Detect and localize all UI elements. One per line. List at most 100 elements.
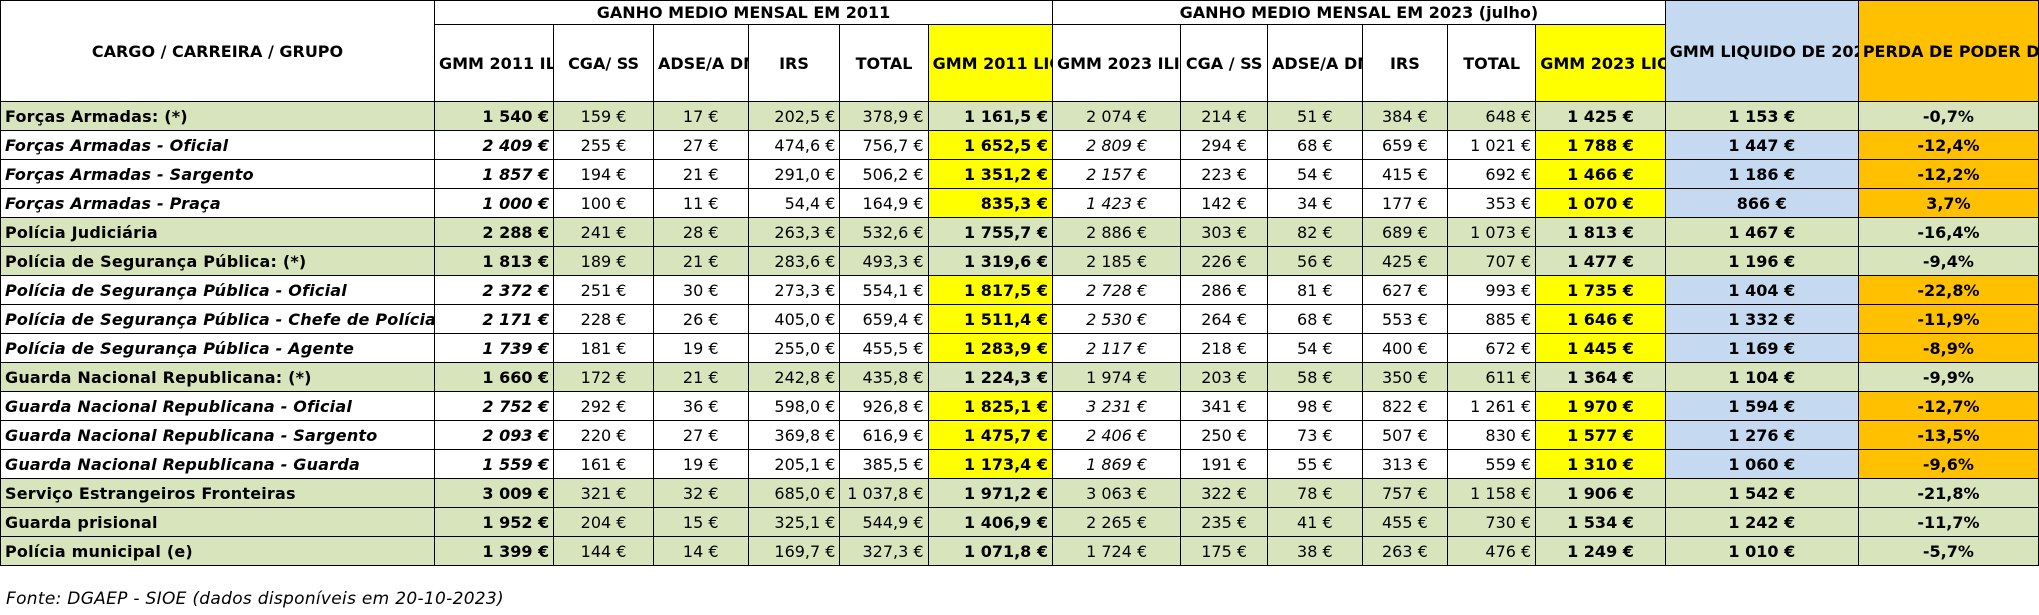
table-cell: 26 €: [652, 304, 749, 334]
table-cell: 255,0 €: [747, 333, 841, 363]
table-cell: 1 173,4 €: [927, 449, 1054, 479]
table-cell: 1 000 €: [433, 188, 555, 218]
table-cell: 1 153 €: [1664, 101, 1859, 131]
table-cell: 144 €: [553, 536, 654, 566]
row-label: Polícia de Segurança Pública - Agente: [0, 333, 435, 363]
table-row: Forças Armadas - Praça 1 000 €100 €11 €54…: [0, 188, 2039, 218]
table-cell: 313 €: [1361, 449, 1449, 479]
table-cell: 172 €: [553, 362, 654, 392]
table-cell: 242,8 €: [747, 362, 841, 392]
table-cell: 294 €: [1180, 130, 1269, 160]
table-cell: -12,2%: [1857, 159, 2039, 189]
table-cell: 455 €: [1361, 507, 1449, 537]
table-cell: 885 €: [1447, 304, 1537, 334]
table-row: Forças Armadas - Sargento 1 857 €194 €21 …: [0, 159, 2039, 189]
table-cell: 692 €: [1447, 159, 1537, 189]
table-row: Guarda Nacional Republicana - Sargento 2 …: [0, 420, 2039, 450]
table-cell: 30 €: [652, 275, 749, 305]
table-cell: -21,8%: [1857, 478, 2039, 508]
table-cell: 648 €: [1447, 101, 1537, 131]
table-cell: 263,3 €: [747, 217, 841, 247]
table-cell: 68 €: [1267, 130, 1363, 160]
table-cell: 1 283,9 €: [927, 333, 1054, 363]
table-cell: 2 093 €: [433, 420, 555, 450]
table-cell: 3 063 €: [1051, 478, 1182, 508]
table-row: Guarda Nacional Republicana: (*) 1 660 €1…: [0, 362, 2039, 392]
table-cell: 220 €: [553, 420, 654, 450]
table-cell: 1 071,8 €: [927, 536, 1054, 566]
table-row: Polícia de Segurança Pública - Agente 1 7…: [0, 333, 2039, 363]
table-cell: 1 817,5 €: [927, 275, 1054, 305]
table-cell: 19 €: [652, 449, 749, 479]
table-cell: 685,0 €: [747, 478, 841, 508]
table-cell: 659 €: [1361, 130, 1449, 160]
table-cell: 283,6 €: [747, 246, 841, 276]
header-col-2023: ADSE/A DM/SAD: [1267, 24, 1363, 102]
table-cell: 78 €: [1267, 478, 1363, 508]
table-cell: 1 825,1 €: [927, 391, 1054, 421]
table-cell: 58 €: [1267, 362, 1363, 392]
table-cell: 218 €: [1180, 333, 1269, 363]
table-cell: 54 €: [1267, 159, 1363, 189]
table-cell: 11 €: [652, 188, 749, 218]
table-cell: 27 €: [652, 130, 749, 160]
table-cell: 1 813 €: [433, 246, 555, 276]
table-cell: 1 224,3 €: [927, 362, 1054, 392]
table-cell: 38 €: [1267, 536, 1363, 566]
table-cell: 1 477 €: [1535, 246, 1666, 276]
header-col-2011: GMM 2011 ILIQUIDO: [433, 24, 555, 102]
table-cell: 1 060 €: [1664, 449, 1859, 479]
table-cell: 385,5 €: [839, 449, 929, 479]
table-cell: 435,8 €: [839, 362, 929, 392]
salary-table: CARGO / CARREIRA / GRUPO GANHO MEDIO MEN…: [0, 0, 2039, 566]
row-label: Polícia municipal (e): [0, 536, 435, 566]
table-cell: 204 €: [553, 507, 654, 537]
table-cell: 56 €: [1267, 246, 1363, 276]
table-cell: 405,0 €: [747, 304, 841, 334]
header-col-2023: IRS: [1361, 24, 1449, 102]
table-cell: -11,9%: [1857, 304, 2039, 334]
table-cell: 1 646 €: [1535, 304, 1666, 334]
table-cell: 286 €: [1180, 275, 1269, 305]
table-cell: 1 534 €: [1535, 507, 1666, 537]
table-row: Guarda Nacional Republicana - Oficial 2 7…: [0, 391, 2039, 421]
table-cell: 993 €: [1447, 275, 1537, 305]
table-cell: 2 288 €: [433, 217, 555, 247]
table-cell: 707 €: [1447, 246, 1537, 276]
table-cell: 611 €: [1447, 362, 1537, 392]
table-cell: 1 010 €: [1664, 536, 1859, 566]
row-label: Guarda Nacional Republicana - Guarda: [0, 449, 435, 479]
table-cell: 1 423 €: [1051, 188, 1182, 218]
table-cell: 1 724 €: [1051, 536, 1182, 566]
table-cell: 1 577 €: [1535, 420, 1666, 450]
table-cell: 1 466 €: [1535, 159, 1666, 189]
table-cell: 54,4 €: [747, 188, 841, 218]
table-cell: 2 117 €: [1051, 333, 1182, 363]
table-cell: 425 €: [1361, 246, 1449, 276]
table-cell: 2 074 €: [1051, 101, 1182, 131]
header-col-2023: GMM 2023 LIQUIDO: [1535, 24, 1666, 102]
header-col-2011: TOTAL: [839, 24, 929, 102]
table-cell: 54 €: [1267, 333, 1363, 363]
table-cell: 1 869 €: [1051, 449, 1182, 479]
row-label: Polícia Judiciária: [0, 217, 435, 247]
table-cell: -12,4%: [1857, 130, 2039, 160]
table-cell: 322 €: [1180, 478, 1269, 508]
table-cell: 1 511,4 €: [927, 304, 1054, 334]
table-cell: 177 €: [1361, 188, 1449, 218]
table-cell: 2 157 €: [1051, 159, 1182, 189]
table-cell: 544,9 €: [839, 507, 929, 537]
table-cell: 415 €: [1361, 159, 1449, 189]
table-cell: 205,1 €: [747, 449, 841, 479]
table-cell: 1 974 €: [1051, 362, 1182, 392]
table-cell: 1 364 €: [1535, 362, 1666, 392]
header-col-2023: TOTAL: [1447, 24, 1537, 102]
table-cell: 1 249 €: [1535, 536, 1666, 566]
table-cell: 1 788 €: [1535, 130, 1666, 160]
table-cell: 2 752 €: [433, 391, 555, 421]
table-cell: 68 €: [1267, 304, 1363, 334]
table-cell: 559 €: [1447, 449, 1537, 479]
table-cell: 1 276 €: [1664, 420, 1859, 450]
table-cell: 689 €: [1361, 217, 1449, 247]
table-cell: 1 559 €: [433, 449, 555, 479]
